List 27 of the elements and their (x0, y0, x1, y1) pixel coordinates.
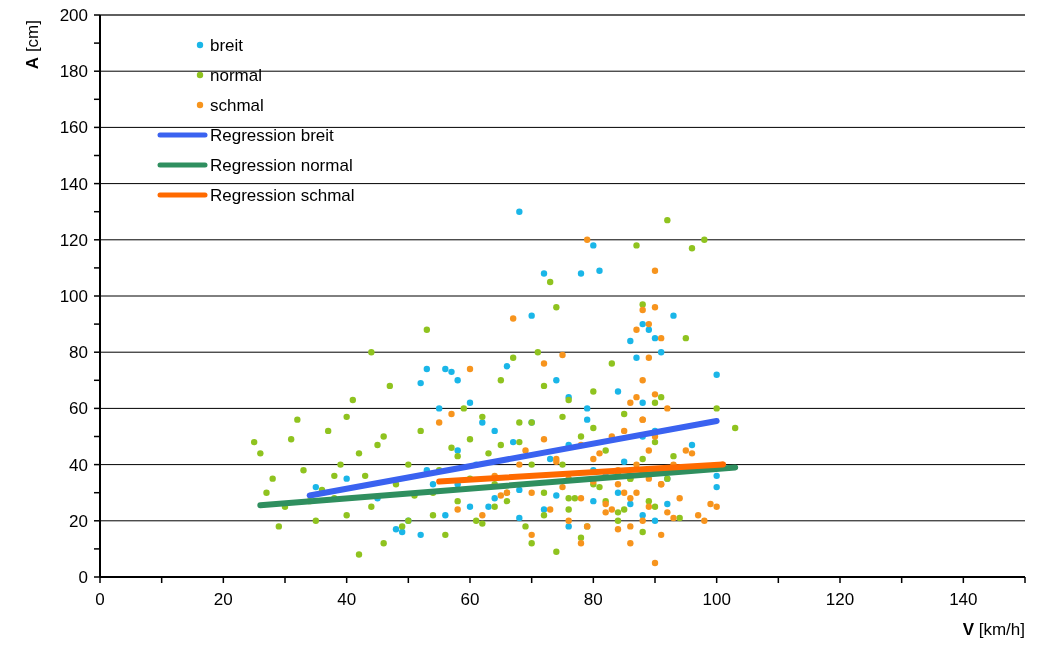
y-tick-label: 200 (59, 5, 88, 25)
y-tick-label: 80 (69, 343, 88, 363)
y-tick-label: 140 (59, 174, 88, 194)
x-tick-label: 60 (460, 590, 480, 609)
y-axis-title: A [cm] (23, 20, 42, 70)
legend-label: Regression normal (210, 155, 353, 175)
x-tick-label: 100 (702, 590, 731, 609)
y-tick-label: 60 (69, 399, 88, 419)
y-tick-label: 20 (69, 511, 88, 531)
x-axis-title: V [km/h] (962, 620, 1025, 639)
y-tick-label: 100 (59, 286, 88, 306)
legend-label: schmal (210, 95, 264, 115)
x-tick-label: 0 (95, 590, 105, 609)
y-tick-label: 120 (59, 230, 88, 250)
legend-label: Regression schmal (210, 185, 355, 205)
x-tick-label: 120 (825, 590, 855, 609)
y-tick-label: 40 (69, 455, 88, 475)
x-tick-label: 80 (583, 590, 603, 609)
y-tick-label: 180 (59, 62, 88, 82)
x-tick-label: 140 (949, 590, 978, 609)
legend-label: breit (210, 35, 244, 55)
y-tick-label: 0 (78, 567, 88, 587)
legend-label: Regression breit (210, 125, 335, 145)
y-tick-label: 160 (59, 118, 88, 138)
x-tick-label: 20 (213, 590, 233, 609)
x-tick-label: 40 (337, 590, 357, 609)
legend-label: normal (210, 65, 262, 85)
